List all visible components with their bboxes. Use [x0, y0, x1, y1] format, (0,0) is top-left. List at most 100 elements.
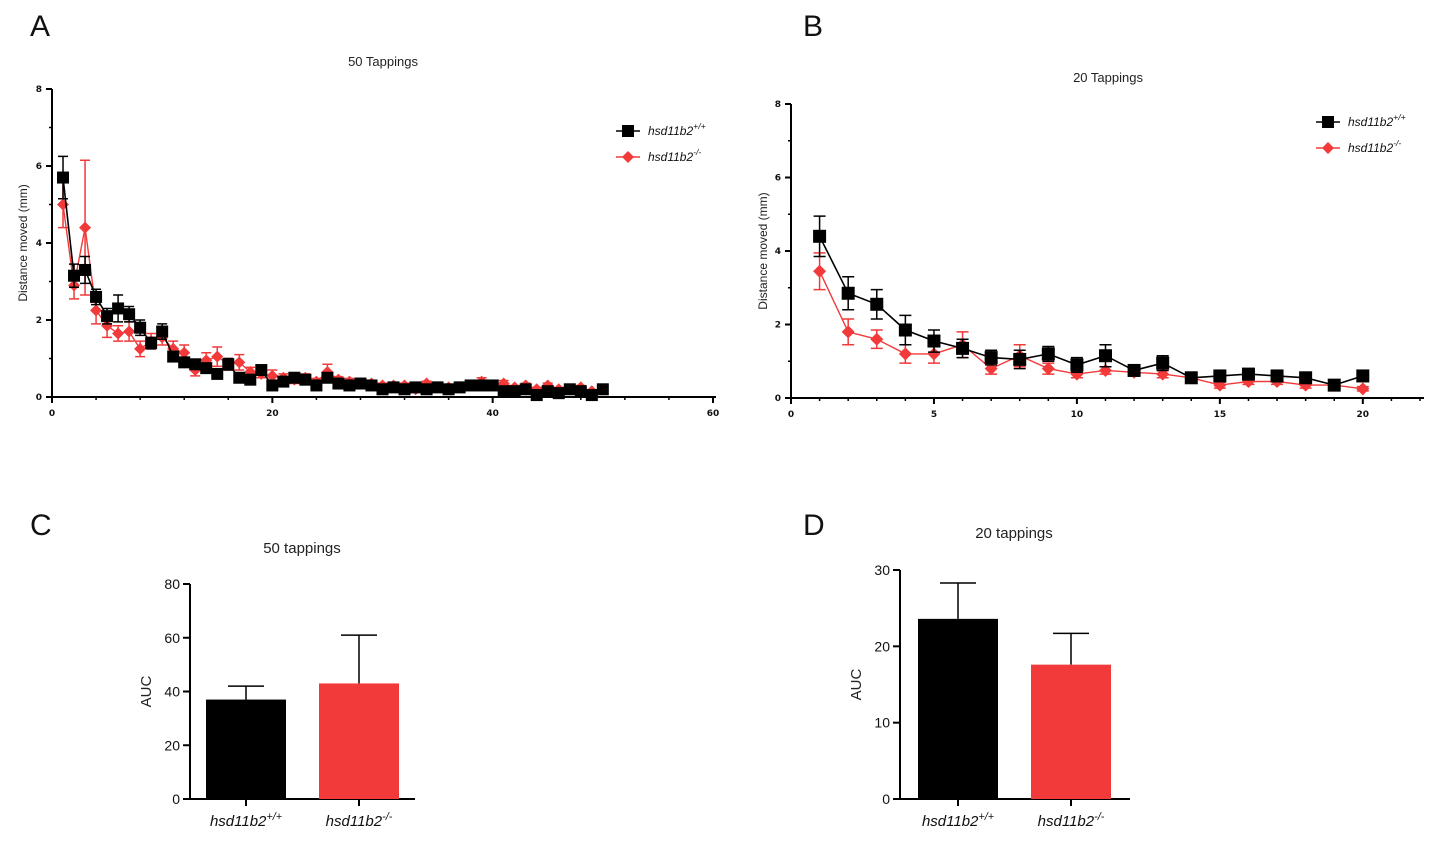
y-tick-label: 0 [36, 393, 42, 403]
data-point-wt [1327, 378, 1341, 392]
series-line-wt [62, 177, 604, 396]
data-point-wt [486, 379, 499, 392]
data-point-wt [1127, 363, 1141, 377]
bar-wt [918, 618, 998, 799]
legend-marker-wt [1322, 116, 1334, 128]
y-tick-label: 0 [775, 394, 781, 404]
data-point-wt [442, 383, 455, 396]
data-point-wt [984, 351, 998, 365]
data-point-ko [927, 347, 941, 361]
data-point-wt [1041, 347, 1055, 361]
data-point-wt [266, 379, 279, 392]
data-point-wt [1099, 349, 1112, 363]
data-point-wt [530, 389, 543, 402]
data-point-wt [222, 358, 235, 371]
data-point-wt [57, 171, 70, 184]
data-point-wt [574, 385, 587, 398]
legend-marker-ko [1322, 142, 1334, 154]
legend-label-ko: hsd11b2-/- [648, 147, 701, 164]
category-label: hsd11b2-/- [326, 811, 393, 830]
y-axis-label: AUC [138, 675, 155, 707]
data-point-ko [79, 221, 92, 234]
category-label: hsd11b2+/+ [922, 811, 994, 830]
chart-title: 20 tappings [975, 525, 1053, 542]
chart-d: 20 tappings 0 10 20 30 AUC hsd11b2+/+ hsd11b2-/… [848, 525, 1130, 830]
x-tick-label: 0 [49, 409, 55, 419]
data-point-wt [112, 302, 125, 315]
data-point-wt [1070, 358, 1084, 372]
y-tick-label: 2 [36, 316, 42, 326]
data-point-ko [841, 325, 855, 339]
data-point-wt [68, 269, 81, 282]
y-tick-label: 60 [164, 630, 180, 646]
data-point-wt [288, 371, 301, 384]
legend-label-wt: hsd11b2+/+ [1348, 112, 1406, 129]
data-point-wt [79, 263, 92, 276]
data-point-wt [1213, 369, 1227, 383]
data-point-ko [134, 342, 147, 355]
data-point-wt [200, 362, 213, 375]
x-tick-label: 10 [1071, 410, 1084, 420]
chart-b: 20 Tappings 0 5 10 15 20 0 2 4 6 8 Distance moved (… [756, 70, 1424, 420]
data-point-ko [870, 332, 884, 346]
data-point-wt [90, 290, 103, 303]
data-point-wt [898, 323, 912, 337]
data-point-wt [398, 383, 411, 396]
data-point-wt [354, 377, 367, 390]
data-point-ko [1356, 382, 1370, 396]
legend-marker-wt [622, 125, 634, 137]
data-point-wt [431, 381, 444, 394]
data-point-wt [332, 377, 345, 390]
data-point-wt [927, 334, 941, 348]
x-tick-label: 0 [788, 410, 794, 420]
data-point-wt [277, 375, 290, 388]
data-point-ko [266, 369, 279, 382]
data-point-wt [376, 383, 389, 396]
series-line-ko [62, 204, 603, 392]
data-point-wt [123, 308, 136, 321]
panel-label-b: B [803, 10, 823, 43]
data-point-ko [57, 198, 70, 211]
data-point-wt [813, 229, 827, 243]
y-axis-label: Distance moved (mm) [756, 192, 770, 309]
data-point-wt [255, 364, 268, 377]
bar-wt [206, 699, 286, 799]
data-point-wt [1184, 371, 1198, 385]
data-point-wt [552, 387, 565, 400]
y-tick-label: 6 [775, 174, 781, 184]
y-tick-label: 2 [775, 321, 781, 331]
chart-a: 50 Tappings 0 20 40 60 0 2 4 6 8 Distance moved (m… [16, 54, 719, 419]
y-tick-label: 0 [882, 791, 890, 807]
x-tick-label: 15 [1214, 410, 1227, 420]
data-point-wt [145, 337, 158, 350]
data-point-ko [112, 327, 125, 340]
y-tick-label: 10 [874, 715, 890, 731]
data-point-wt [841, 286, 855, 300]
data-point-wt [134, 321, 147, 334]
data-point-ko [211, 350, 224, 363]
x-tick-label: 5 [931, 410, 937, 420]
data-point-wt [343, 379, 356, 392]
y-tick-label: 30 [874, 562, 890, 578]
data-point-ko [101, 319, 114, 332]
y-tick-label: 8 [36, 85, 42, 95]
data-point-wt [956, 341, 970, 355]
panel-label-c: C [30, 509, 52, 542]
panel-label-a: A [30, 10, 50, 43]
y-tick-label: 80 [164, 576, 180, 592]
chart-title: 50 tappings [263, 540, 341, 557]
y-tick-label: 40 [164, 684, 180, 700]
chart-c: 50 tappings 0 20 40 60 80 AUC hsd11b2+/+ hsd11b2… [138, 540, 415, 830]
legend-marker-ko [622, 151, 634, 163]
bar-ko [319, 683, 399, 799]
chart-title: 50 Tappings [348, 54, 418, 69]
y-tick-label: 20 [874, 638, 890, 654]
chart-title: 20 Tappings [1073, 70, 1143, 85]
data-point-wt [409, 381, 422, 394]
y-tick-label: 6 [36, 162, 42, 172]
category-label: hsd11b2+/+ [210, 811, 282, 830]
data-point-wt [563, 383, 576, 396]
data-point-wt [508, 385, 521, 398]
data-point-wt [244, 373, 257, 386]
category-label: hsd11b2-/- [1038, 811, 1105, 830]
